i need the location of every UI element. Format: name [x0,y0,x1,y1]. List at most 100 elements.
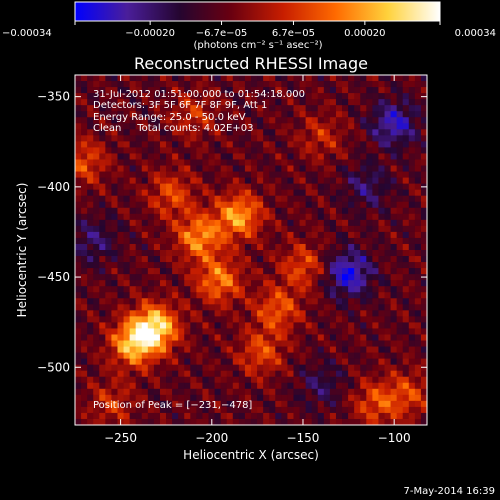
heatmap-cell [335,99,343,106]
heatmap-cell [214,147,222,154]
heatmap-cell [342,123,349,130]
heatmap-cell [208,129,215,136]
heatmap-cell [153,213,161,221]
heatmap-cell [75,171,82,178]
heatmap-cell [251,334,258,341]
heatmap-cell [75,280,82,287]
heatmap-cell [354,219,361,227]
heatmap-cell [105,334,112,341]
heatmap-cell [117,117,124,124]
heatmap-cell [378,87,385,94]
heatmap-cell [402,322,410,329]
heatmap-cell [135,111,143,118]
heatmap-cell [99,262,106,269]
heatmap-cell [141,117,149,124]
heatmap-cell [147,111,155,118]
heatmap-cell [287,376,294,384]
heatmap-cell [117,147,124,154]
heatmap-cell [354,111,361,118]
heatmap-cell [390,346,398,353]
heatmap-cell [153,129,161,136]
heatmap-cell [208,159,215,166]
heatmap-cell [323,364,331,372]
heatmap-cell [111,123,118,130]
heatmap-cell [153,352,161,360]
heatmap-cell [360,292,367,299]
heatmap-cell [99,280,106,287]
heatmap-cell [208,394,215,402]
y-tick-label: −450 [37,270,70,284]
heatmap-cell [299,123,307,130]
heatmap-cell [348,286,355,293]
heatmap-cell [257,376,264,384]
heatmap-cell [329,256,337,263]
heatmap-cell [251,105,258,112]
heatmap-cell [123,243,131,251]
heatmap-cell [105,352,112,360]
heatmap-cell [244,322,252,329]
heatmap-cell [172,358,179,366]
heatmap-cell [196,268,203,275]
heatmap-cell [293,105,300,112]
heatmap-cell [208,328,215,335]
heatmap-cell [81,195,88,203]
heatmap-cell [244,123,252,130]
heatmap-cell [281,352,288,360]
heatmap-cell [366,129,373,136]
heatmap-cell [226,123,234,130]
heatmap-cell [420,418,427,425]
heatmap-cell [311,256,319,263]
heatmap-cell [244,304,252,311]
heatmap-cell [75,268,82,275]
heatmap-cell [202,286,209,293]
heatmap-cell [135,346,143,353]
heatmap-cell [420,286,427,293]
heatmap-cell [93,141,100,148]
heatmap-cell [287,346,294,353]
heatmap-cell [147,237,155,245]
heatmap-cell [360,183,367,191]
heatmap-cell [408,370,416,378]
heatmap-cell [75,105,82,112]
heatmap-cell [323,129,331,136]
heatmap-cell [329,213,337,221]
heatmap-cell [378,165,385,172]
heatmap-cell [232,237,240,245]
heatmap-cell [238,129,246,136]
heatmap-cell [263,400,270,408]
heatmap-cell [172,183,179,191]
heatmap-cell [123,370,131,378]
heatmap-cell [81,256,88,263]
heatmap-cell [166,364,173,372]
heatmap-cell [366,418,373,425]
heatmap-cell [190,213,197,221]
heatmap-cell [99,159,106,166]
heatmap-cell [208,153,215,160]
heatmap-cell [99,340,106,347]
heatmap-cell [178,141,185,148]
heatmap-cell [311,376,319,384]
heatmap-cell [111,231,118,239]
heatmap-cell [220,322,228,329]
heatmap-cell [287,322,294,329]
heatmap-cell [420,412,427,420]
heatmap-cell [390,195,398,203]
heatmap-cell [335,219,343,227]
heatmap-cell [172,99,179,106]
heatmap-cell [420,364,427,372]
heatmap-cell [378,177,385,185]
heatmap-cell [317,358,325,366]
heatmap-cell [196,274,203,281]
heatmap-cell [105,177,112,185]
heatmap-cell [244,165,252,172]
heatmap-cell [123,304,131,311]
heatmap-cell [105,135,112,142]
heatmap-cell [281,81,288,88]
heatmap-cell [269,135,276,142]
heatmap-cell [99,135,106,142]
heatmap-cell [257,388,264,396]
heatmap-cell [354,322,361,329]
heatmap-cell [232,268,240,275]
heatmap-cell [263,213,270,221]
heatmap-cell [232,207,240,215]
